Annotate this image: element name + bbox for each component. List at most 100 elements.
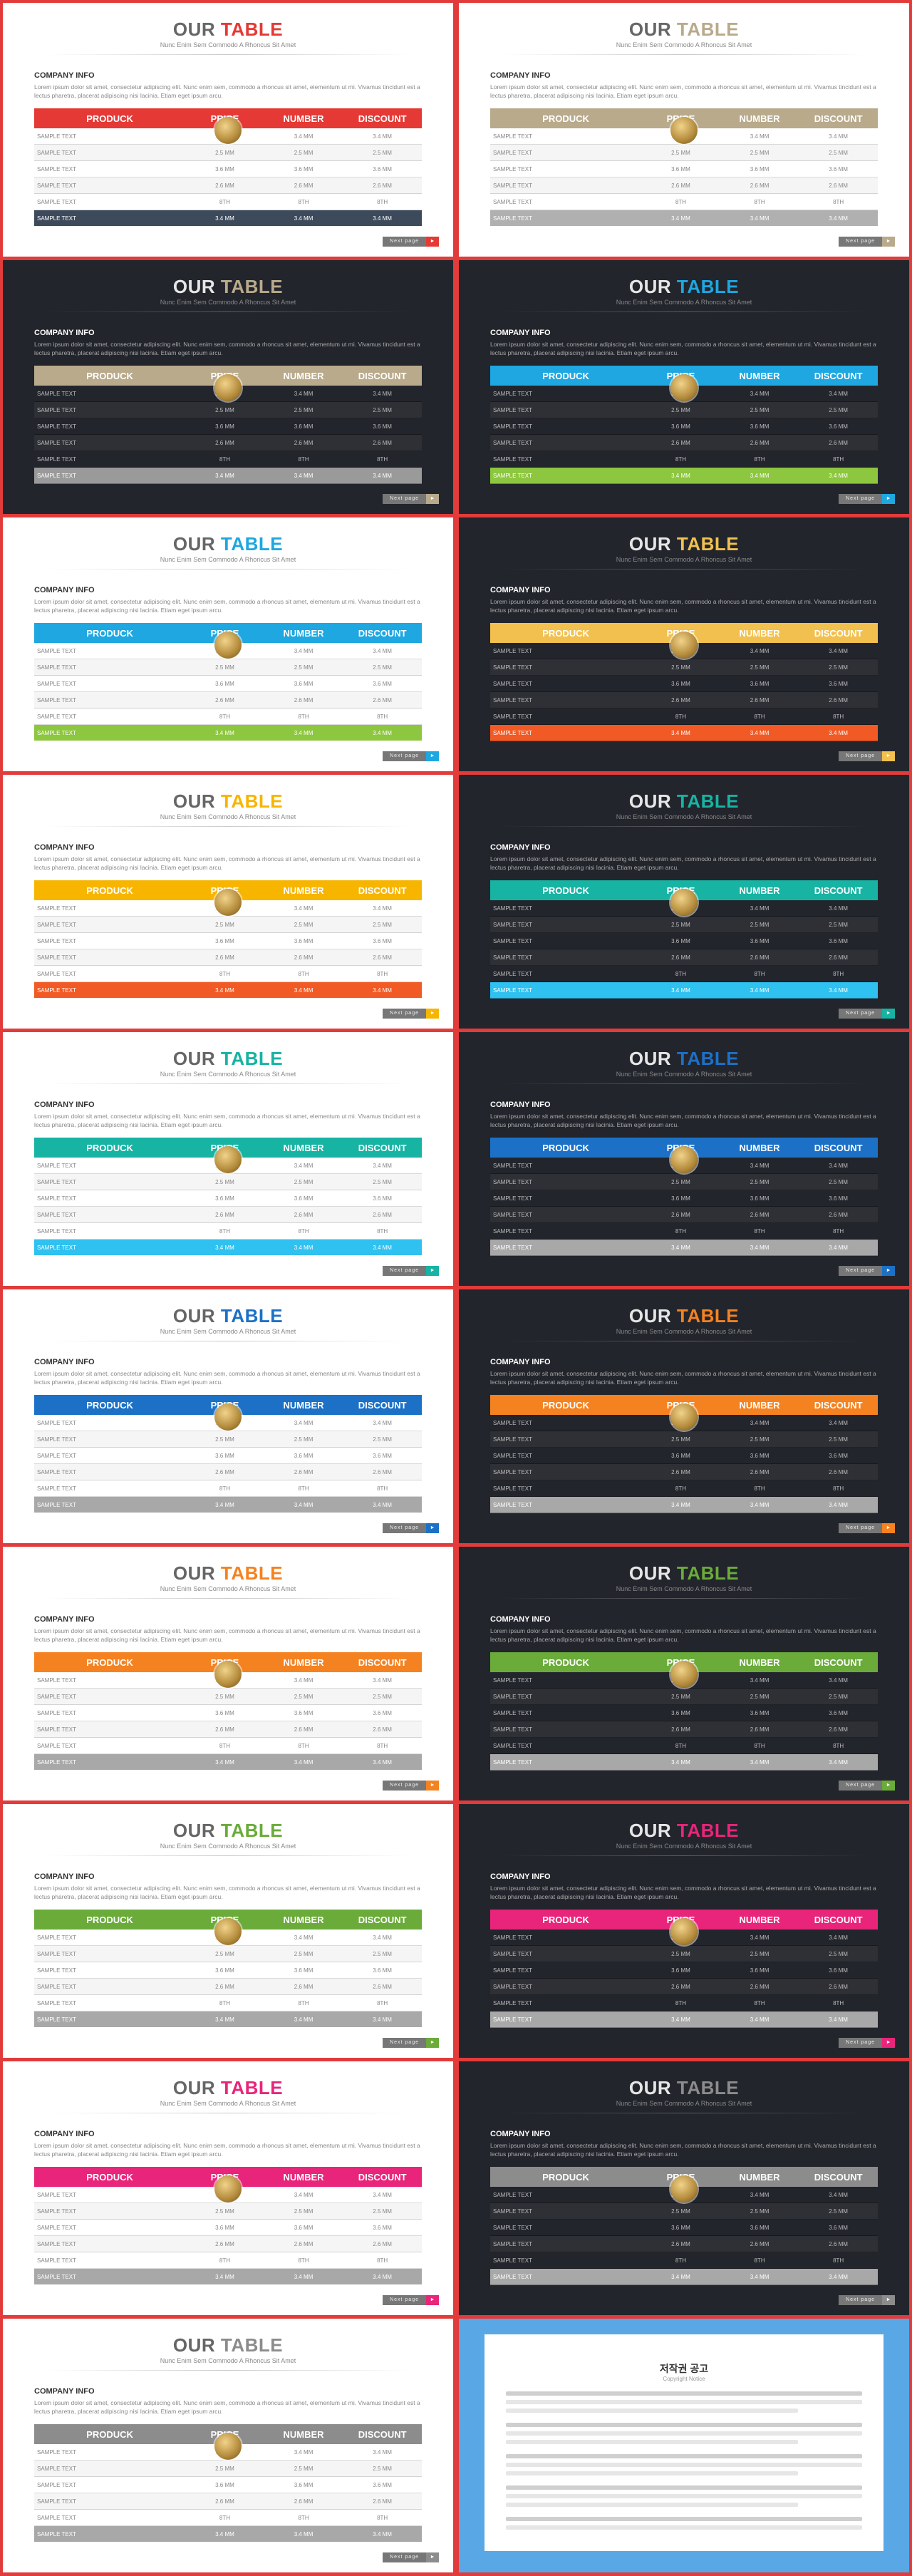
slide-11[interactable]: OUR TABLE Nunc Enim Sem Commodo A Rhoncus…	[3, 1289, 453, 1543]
table-cell: 2.5 MM	[294, 2207, 314, 2215]
table-cell: SAMPLE TEXT	[37, 2257, 76, 2264]
next-page-tag[interactable]: Next page ►	[383, 1266, 439, 1276]
title-suffix: TABLE	[671, 790, 740, 812]
next-page-tag[interactable]: Next page ►	[839, 751, 895, 761]
next-page-tag[interactable]: Next page ►	[383, 1523, 439, 1533]
slide-subtitle: Nunc Enim Sem Commodo A Rhoncus Sit Amet	[160, 813, 296, 820]
table-cell: 3.4 MM	[829, 215, 848, 222]
next-page-tag[interactable]: Next page ►	[383, 1009, 439, 1019]
table-cell: SAMPLE TEXT	[493, 1676, 532, 1684]
table-cell: 2.6 MM	[829, 1983, 848, 1990]
slide-1[interactable]: OUR TABLE Nunc Enim Sem Commodo A Rhoncus…	[3, 3, 453, 257]
slide-4[interactable]: OUR TABLE Nunc Enim Sem Commodo A Rhoncus…	[459, 260, 909, 514]
table-cell: SAMPLE TEXT	[493, 165, 532, 172]
table-row: SAMPLE TEXT 3.4 MM 3.4 MM 3.4 MM	[34, 1497, 422, 1513]
table-row: SAMPLE TEXT 2.6 MM 2.6 MM 2.6 MM	[490, 1721, 878, 1738]
table-row: SAMPLE TEXT 2.5 MM 2.5 MM 2.5 MM	[34, 145, 422, 161]
table-cell: 3.6 MM	[215, 1709, 234, 1716]
table-cell: 2.6 MM	[750, 1468, 770, 1475]
table-row: SAMPLE TEXT 8TH 8TH 8TH	[490, 1738, 878, 1754]
table-cell: SAMPLE TEXT	[493, 1709, 532, 1716]
next-page-tag[interactable]: Next page ►	[383, 494, 439, 504]
table-cell: 2.6 MM	[750, 1983, 770, 1990]
next-page-tag[interactable]: Next page ►	[839, 2295, 895, 2305]
table-cell: 3.4 MM	[294, 133, 314, 140]
next-page-tag[interactable]: Next page ►	[839, 1266, 895, 1276]
slide-18[interactable]: OUR TABLE Nunc Enim Sem Commodo A Rhoncus…	[459, 2061, 909, 2315]
slide-13[interactable]: OUR TABLE Nunc Enim Sem Commodo A Rhoncus…	[3, 1547, 453, 1800]
table-cell: 3.6 MM	[671, 1967, 690, 1974]
slide-16[interactable]: OUR TABLE Nunc Enim Sem Commodo A Rhoncus…	[459, 1804, 909, 2058]
table-cell: 8TH	[219, 2514, 231, 2521]
text-line	[506, 2454, 862, 2458]
next-page-tag[interactable]: Next page ►	[839, 2038, 895, 2048]
next-page-tag[interactable]: Next page ►	[839, 1781, 895, 1791]
table-cell: 2.6 MM	[373, 2240, 392, 2247]
table-cell: SAMPLE TEXT	[37, 729, 76, 736]
header-discount: DISCOUNT	[358, 113, 407, 124]
slide-7[interactable]: OUR TABLE Nunc Enim Sem Commodo A Rhoncus…	[3, 775, 453, 1029]
table-cell: SAMPLE TEXT	[37, 937, 76, 944]
header-discount: DISCOUNT	[814, 2171, 863, 2183]
slide-14[interactable]: OUR TABLE Nunc Enim Sem Commodo A Rhoncus…	[459, 1547, 909, 1800]
pricing-table: PRODUCKPRICENUMBERDISCOUNTSAMPLE TEXT3.4…	[34, 1910, 422, 2027]
table-cell: 3.6 MM	[750, 1452, 770, 1459]
table-cell: 2.5 MM	[215, 406, 234, 413]
slide-subtitle: Nunc Enim Sem Commodo A Rhoncus Sit Amet	[616, 1071, 752, 1078]
info-heading: COMPANY INFO	[34, 2387, 95, 2396]
table-cell: 2.6 MM	[294, 2240, 314, 2247]
medal-icon	[670, 1403, 698, 1431]
next-page-tag[interactable]: Next page ►	[383, 1781, 439, 1791]
slide-10[interactable]: OUR TABLE Nunc Enim Sem Commodo A Rhoncus…	[459, 1032, 909, 1286]
table-cell: SAMPLE TEXT	[493, 2240, 532, 2247]
divider	[502, 311, 866, 312]
next-page-tag[interactable]: Next page ►	[383, 751, 439, 761]
table-cell: 8TH	[298, 970, 309, 977]
slide-subtitle: Nunc Enim Sem Commodo A Rhoncus Sit Amet	[160, 1585, 296, 1592]
slide-2[interactable]: OUR TABLE Nunc Enim Sem Commodo A Rhoncus…	[459, 3, 909, 257]
slide-19[interactable]: OUR TABLE Nunc Enim Sem Commodo A Rhoncus…	[3, 2319, 453, 2572]
next-page-tag[interactable]: Next page ►	[383, 237, 439, 247]
table-cell: 2.5 MM	[294, 921, 314, 928]
table-cell: 3.4 MM	[215, 472, 234, 479]
table-cell: 2.5 MM	[829, 1178, 848, 1185]
table-cell: 8TH	[298, 1742, 309, 1749]
title-suffix: TABLE	[215, 2077, 284, 2098]
slide-12[interactable]: OUR TABLE Nunc Enim Sem Commodo A Rhoncus…	[459, 1289, 909, 1543]
next-page-tag[interactable]: Next page ►	[383, 2552, 439, 2562]
slide-15[interactable]: OUR TABLE Nunc Enim Sem Commodo A Rhoncus…	[3, 1804, 453, 2058]
slide-9[interactable]: OUR TABLE Nunc Enim Sem Commodo A Rhoncus…	[3, 1032, 453, 1286]
table-cell: 3.6 MM	[373, 680, 392, 687]
table-cell: SAMPLE TEXT	[493, 1501, 532, 1508]
slide-subtitle: Nunc Enim Sem Commodo A Rhoncus Sit Amet	[160, 1843, 296, 1850]
next-page-tag[interactable]: Next page ►	[383, 2295, 439, 2305]
header-produck: PRODUCK	[542, 1142, 589, 1153]
table-cell: SAMPLE TEXT	[493, 1178, 532, 1185]
slide-subtitle: Nunc Enim Sem Commodo A Rhoncus Sit Amet	[616, 556, 752, 563]
slide-subtitle: Nunc Enim Sem Commodo A Rhoncus Sit Amet	[616, 1585, 752, 1592]
next-page-tag[interactable]: Next page ►	[839, 494, 895, 504]
slide-5[interactable]: OUR TABLE Nunc Enim Sem Commodo A Rhoncus…	[3, 517, 453, 771]
slide-title: OUR TABLE	[3, 19, 453, 41]
next-page-tag[interactable]: Next page ►	[383, 2038, 439, 2048]
next-page-tag[interactable]: Next page ►	[839, 1009, 895, 1019]
table-cell: 3.6 MM	[294, 1452, 314, 1459]
table-cell: SAMPLE TEXT	[493, 1195, 532, 1202]
table-cell: 2.6 MM	[215, 954, 234, 961]
slide-8[interactable]: OUR TABLE Nunc Enim Sem Commodo A Rhoncus…	[459, 775, 909, 1029]
table-cell: 2.5 MM	[215, 921, 234, 928]
table-cell: 8TH	[833, 455, 844, 463]
table-row: SAMPLE TEXT 3.4 MM 3.4 MM 3.4 MM	[34, 2269, 422, 2284]
table-row: SAMPLE TEXT 2.6 MM 2.6 MM 2.6 MM	[34, 692, 422, 709]
slide-17[interactable]: OUR TABLE Nunc Enim Sem Commodo A Rhoncus…	[3, 2061, 453, 2315]
next-page-tag[interactable]: Next page ►	[839, 237, 895, 247]
next-page-tag[interactable]: Next page ►	[839, 1523, 895, 1533]
table-cell: SAMPLE TEXT	[37, 1162, 76, 1169]
info-heading: COMPANY INFO	[490, 329, 551, 337]
slide-3[interactable]: OUR TABLE Nunc Enim Sem Commodo A Rhoncus…	[3, 260, 453, 514]
table-cell: 8TH	[298, 198, 309, 205]
slide-6[interactable]: OUR TABLE Nunc Enim Sem Commodo A Rhoncus…	[459, 517, 909, 771]
table-row: SAMPLE TEXT 3.4 MM 3.4 MM 3.4 MM	[490, 210, 878, 226]
table-row: SAMPLE TEXT 2.6 MM 2.6 MM 2.6 MM	[490, 1207, 878, 1223]
header-number: NUMBER	[283, 627, 324, 639]
